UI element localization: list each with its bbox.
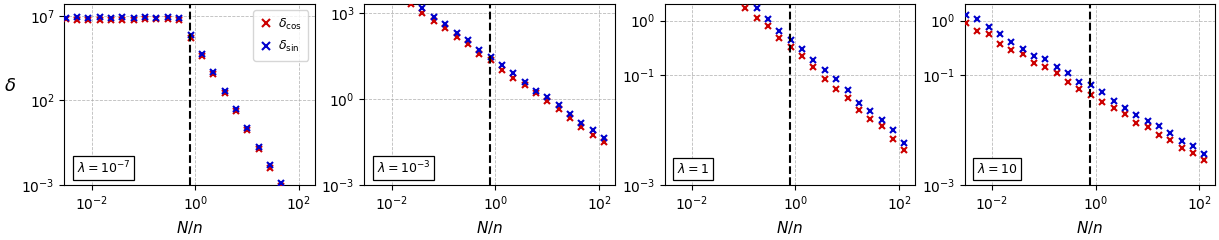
Legend: $\delta_{\mathrm{cos}}$, $\delta_{\mathrm{sin}}$: $\delta_{\mathrm{cos}}$, $\delta_{\mathr… <box>254 10 308 61</box>
Y-axis label: $\delta$: $\delta$ <box>4 77 16 95</box>
Text: $\lambda = 10^{-3}$: $\lambda = 10^{-3}$ <box>377 159 430 176</box>
X-axis label: $N/n$: $N/n$ <box>176 219 204 236</box>
Text: $\lambda = 1$: $\lambda = 1$ <box>677 162 709 176</box>
X-axis label: $N/n$: $N/n$ <box>1076 219 1103 236</box>
X-axis label: $N/n$: $N/n$ <box>475 219 503 236</box>
Text: $\lambda = 10^{-7}$: $\lambda = 10^{-7}$ <box>77 159 130 176</box>
Text: $\lambda = 10$: $\lambda = 10$ <box>978 162 1018 176</box>
X-axis label: $N/n$: $N/n$ <box>777 219 803 236</box>
